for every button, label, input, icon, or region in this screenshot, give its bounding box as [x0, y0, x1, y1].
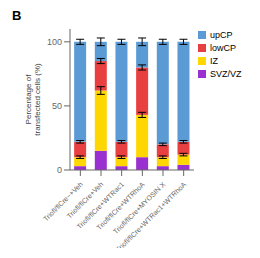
svg-text:Triofl/flCre+WTRhoA: Triofl/flCre+WTRhoA [95, 180, 146, 232]
html-text:B: B [12, 8, 22, 23]
svg-text:100: 100 [47, 37, 62, 47]
svg-text:Percentage oftransfected cells: Percentage oftransfected cells (%) [24, 63, 42, 136]
svg-text:50: 50 [52, 101, 62, 111]
html-text:IZ: IZ [210, 56, 218, 66]
svg-text:0: 0 [57, 165, 62, 175]
html-text:lowCP: lowCP [210, 43, 236, 53]
svg-text:Triofl/flCre−+Veh: Triofl/flCre−+Veh [42, 180, 84, 223]
svg-text:Triofl/flCre+WTRac1: Triofl/flCre+WTRac1 [75, 180, 126, 231]
html-text:upCP: upCP [210, 30, 233, 40]
svg-text:Triofl/flCre+MYOSIN X: Triofl/flCre+MYOSIN X [111, 180, 167, 236]
svg-text:Triofl/flCre+Veh: Triofl/flCre+Veh [66, 181, 105, 220]
svg-text:Triofl/flCre+WTRac1+WTRhoA: Triofl/flCre+WTRac1+WTRhoA [115, 180, 188, 248]
html-text:SVZ/VZ: SVZ/VZ [210, 69, 242, 79]
